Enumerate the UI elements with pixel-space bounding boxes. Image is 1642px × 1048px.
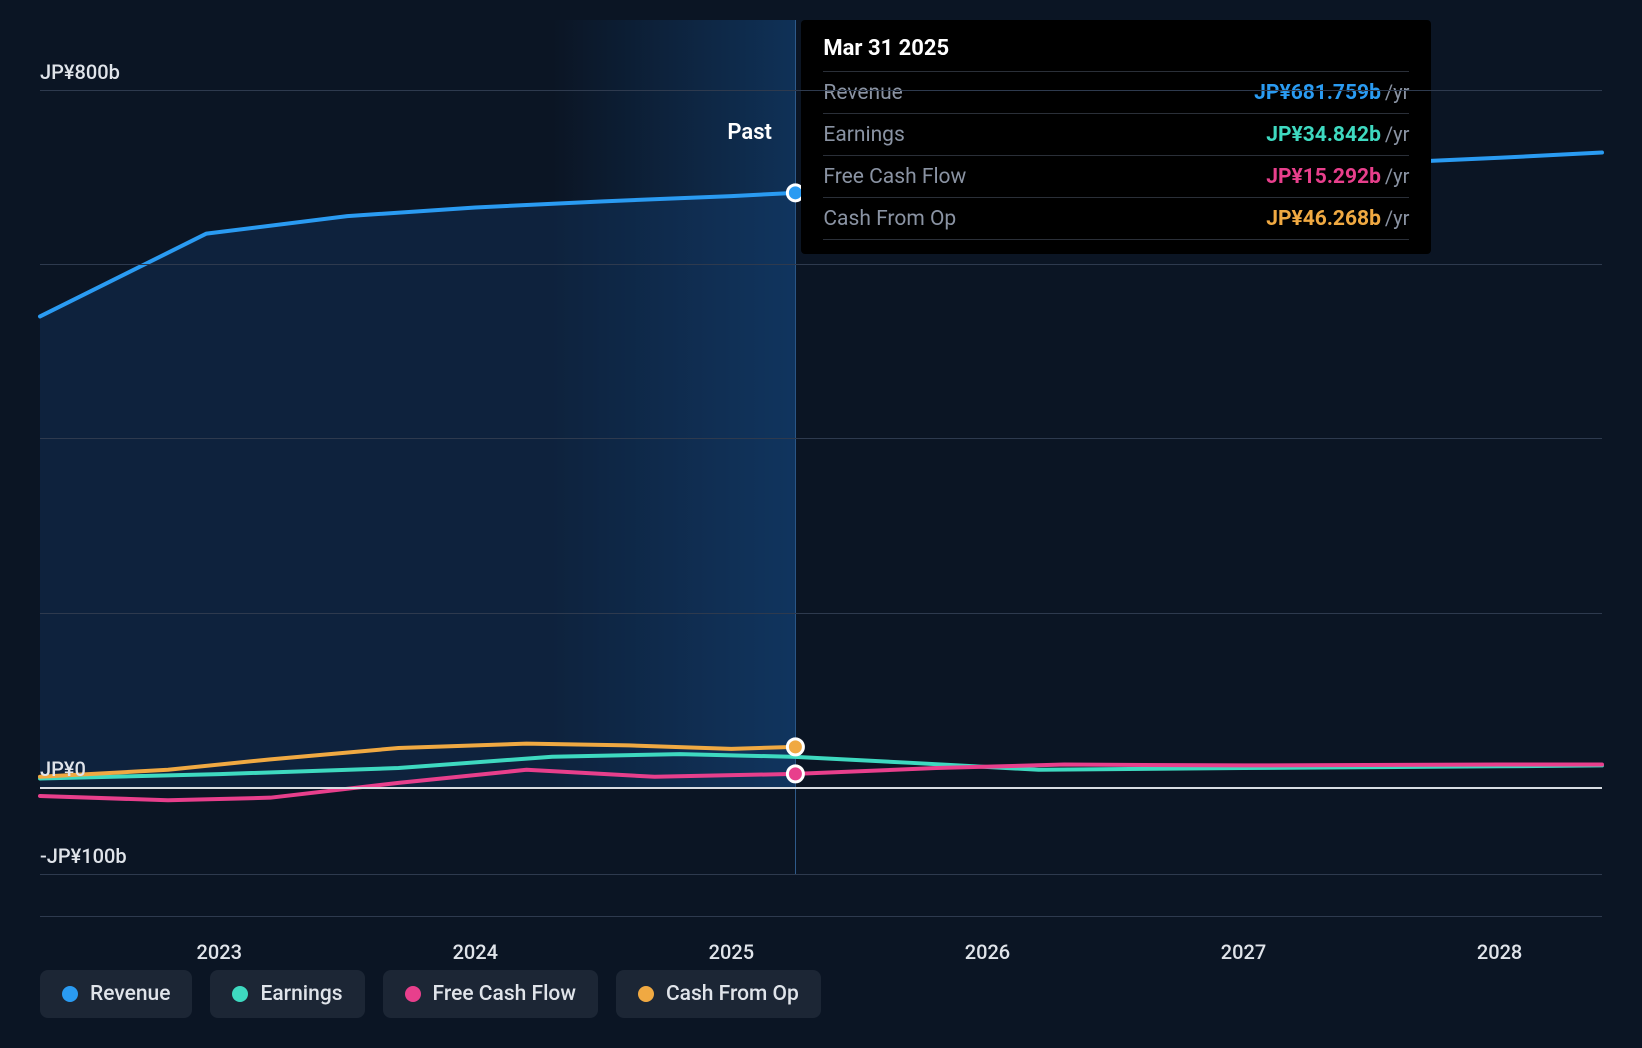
x-axis-label: 2026 bbox=[965, 940, 1010, 964]
tooltip-row-label: Earnings bbox=[823, 123, 904, 147]
x-axis-label: 2028 bbox=[1477, 940, 1522, 964]
x-axis-label: 2025 bbox=[709, 940, 754, 964]
grid-line bbox=[40, 787, 1602, 789]
legend-dot-icon bbox=[232, 986, 248, 1002]
legend-label: Free Cash Flow bbox=[433, 982, 576, 1006]
legend-item-fcf[interactable]: Free Cash Flow bbox=[383, 970, 598, 1018]
tooltip-row-label: Cash From Op bbox=[823, 207, 956, 231]
y-axis-label: -JP¥100b bbox=[40, 844, 127, 868]
tooltip-row: Revenue JP¥681.759b/yr bbox=[823, 72, 1409, 114]
tooltip-row: Earnings JP¥34.842b/yr bbox=[823, 114, 1409, 156]
legend-item-cfo[interactable]: Cash From Op bbox=[616, 970, 821, 1018]
legend-label: Revenue bbox=[90, 982, 170, 1006]
tooltip-row-label: Revenue bbox=[823, 81, 902, 105]
y-axis-label: JP¥800b bbox=[40, 60, 120, 84]
chart-container: Past Analysts Forecasts Mar 31 2025 Reve… bbox=[40, 20, 1602, 918]
x-axis-label: 2023 bbox=[197, 940, 242, 964]
legend-dot-icon bbox=[405, 986, 421, 1002]
y-axis-label: JP¥0 bbox=[40, 757, 86, 781]
grid-line bbox=[40, 90, 1602, 91]
revenue-area-fill bbox=[40, 193, 795, 787]
grid-line bbox=[40, 264, 1602, 265]
legend-item-revenue[interactable]: Revenue bbox=[40, 970, 192, 1018]
tooltip-rows-container: Revenue JP¥681.759b/yr Earnings JP¥34.842b/… bbox=[823, 72, 1409, 240]
legend-dot-icon bbox=[62, 986, 78, 1002]
chart-tooltip: Mar 31 2025 Revenue JP¥681.759b/yr Earning… bbox=[801, 20, 1431, 254]
tooltip-row-value: JP¥46.268b/yr bbox=[1266, 206, 1409, 231]
legend-dot-icon bbox=[638, 986, 654, 1002]
tooltip-row-label: Free Cash Flow bbox=[823, 165, 966, 189]
legend-label: Cash From Op bbox=[666, 982, 799, 1006]
tooltip-row: Free Cash Flow JP¥15.292b/yr bbox=[823, 156, 1409, 198]
tooltip-row-value: JP¥34.842b/yr bbox=[1266, 122, 1409, 147]
tooltip-row-value: JP¥681.759b/yr bbox=[1254, 80, 1409, 105]
x-axis-label: 2027 bbox=[1221, 940, 1266, 964]
tooltip-row: Cash From Op JP¥46.268b/yr bbox=[823, 198, 1409, 240]
legend-item-earnings[interactable]: Earnings bbox=[210, 970, 364, 1018]
tooltip-date: Mar 31 2025 bbox=[823, 36, 1409, 72]
grid-line bbox=[40, 874, 1602, 875]
grid-line bbox=[40, 438, 1602, 439]
fcf-marker bbox=[787, 766, 803, 782]
chart-legend: Revenue Earnings Free Cash Flow Cash From O… bbox=[40, 970, 821, 1018]
x-axis-label: 2024 bbox=[453, 940, 498, 964]
legend-label: Earnings bbox=[260, 982, 342, 1006]
tooltip-row-value: JP¥15.292b/yr bbox=[1266, 164, 1409, 189]
cfo-marker bbox=[787, 739, 803, 755]
grid-line bbox=[40, 613, 1602, 614]
x-axis-baseline bbox=[40, 916, 1602, 917]
